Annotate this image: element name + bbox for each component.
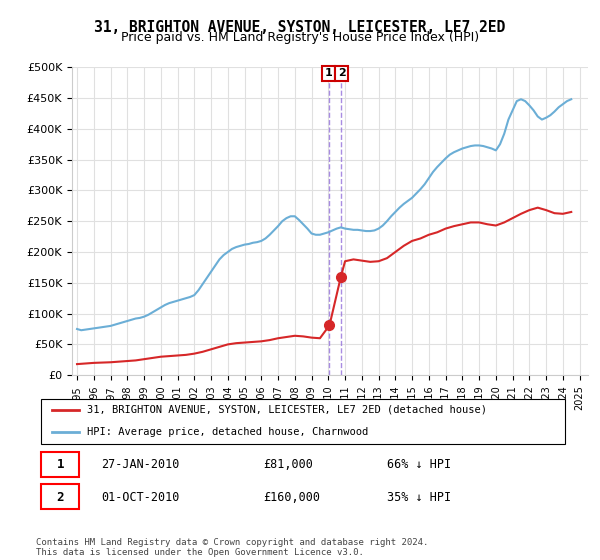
FancyBboxPatch shape — [41, 484, 79, 508]
Text: 27-JAN-2010: 27-JAN-2010 — [101, 459, 179, 472]
Text: £160,000: £160,000 — [263, 491, 320, 503]
Text: 31, BRIGHTON AVENUE, SYSTON, LEICESTER, LE7 2ED (detached house): 31, BRIGHTON AVENUE, SYSTON, LEICESTER, … — [88, 404, 487, 414]
Text: 31, BRIGHTON AVENUE, SYSTON, LEICESTER, LE7 2ED: 31, BRIGHTON AVENUE, SYSTON, LEICESTER, … — [94, 20, 506, 35]
Text: Contains HM Land Registry data © Crown copyright and database right 2024.
This d: Contains HM Land Registry data © Crown c… — [36, 538, 428, 557]
Text: 1: 1 — [56, 459, 64, 472]
FancyBboxPatch shape — [41, 452, 79, 477]
Text: 1: 1 — [325, 68, 332, 78]
Text: 66% ↓ HPI: 66% ↓ HPI — [387, 459, 451, 472]
Text: 35% ↓ HPI: 35% ↓ HPI — [387, 491, 451, 503]
Text: 01-OCT-2010: 01-OCT-2010 — [101, 491, 179, 503]
Text: HPI: Average price, detached house, Charnwood: HPI: Average price, detached house, Char… — [88, 427, 368, 437]
FancyBboxPatch shape — [41, 399, 565, 444]
Text: Price paid vs. HM Land Registry's House Price Index (HPI): Price paid vs. HM Land Registry's House … — [121, 31, 479, 44]
Text: £81,000: £81,000 — [263, 459, 313, 472]
Text: 2: 2 — [56, 491, 64, 503]
Text: 2: 2 — [338, 68, 346, 78]
